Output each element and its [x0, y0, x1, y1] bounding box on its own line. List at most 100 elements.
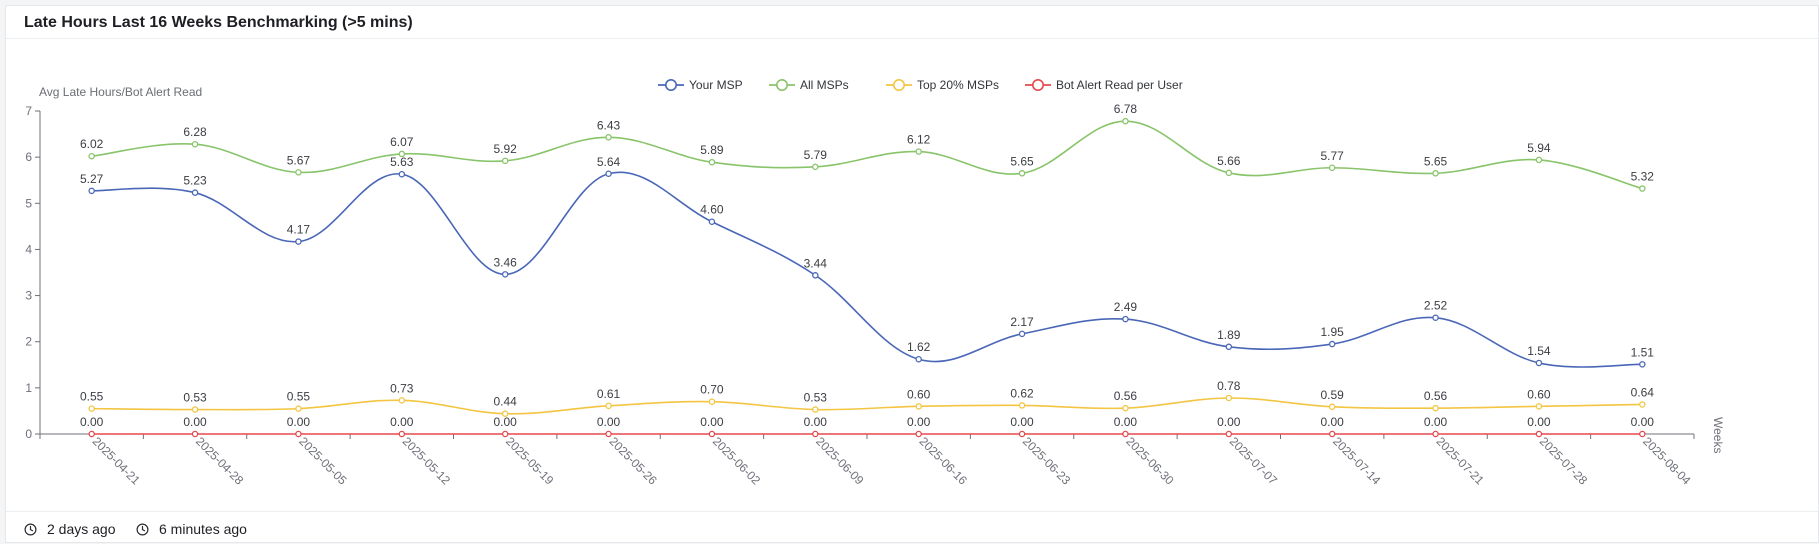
data-label: 0.00	[907, 415, 931, 429]
data-point	[88, 405, 95, 412]
footer-item-updated: 6 minutes ago	[136, 521, 247, 537]
legend-marker	[775, 78, 788, 91]
data-label: 6.28	[183, 125, 207, 139]
chart-area: Avg Late Hours/Bot Alert Read 0 1 2 3 4 5 6 7 202…	[6, 40, 1819, 510]
x-tick-label: 2025-04-21	[90, 434, 144, 488]
data-point	[1432, 404, 1439, 412]
data-point	[915, 148, 922, 155]
data-point	[812, 406, 819, 413]
data-label: 0.60	[907, 387, 931, 401]
data-point	[915, 430, 922, 438]
data-point	[398, 397, 406, 404]
footer-item-refresh: 2 days ago	[24, 521, 116, 537]
y-tick-label: 5	[25, 196, 32, 210]
data-point	[1639, 185, 1646, 192]
data-label: 5.63	[390, 155, 414, 169]
data-label: 0.00	[1114, 415, 1138, 429]
y-tick-label: 1	[25, 381, 32, 395]
data-label: 0.56	[1114, 389, 1138, 403]
card-header: Late Hours Last 16 Weeks Benchmarking (>…	[6, 6, 1818, 39]
data-point	[88, 152, 95, 160]
chart-card: Late Hours Last 16 Weeks Benchmarking (>…	[5, 5, 1819, 543]
data-label: 0.62	[1010, 386, 1034, 400]
x-tick-label: 2025-05-19	[503, 434, 557, 488]
legend-marker	[1032, 78, 1045, 91]
data-point	[1535, 430, 1543, 438]
series-line	[91, 397, 1643, 415]
data-point	[191, 189, 199, 196]
data-label: 0.00	[700, 415, 724, 429]
data-label: 5.65	[1424, 154, 1448, 168]
data-label: 0.55	[80, 390, 104, 404]
data-point	[398, 150, 406, 158]
legend-marker	[892, 78, 905, 91]
data-label: 1.95	[1321, 325, 1345, 339]
data-label: 2.17	[1010, 315, 1034, 329]
x-tick-label: 2025-07-07	[1227, 434, 1281, 488]
data-label: 0.44	[494, 395, 518, 409]
data-label: 5.23	[183, 174, 207, 188]
data-point	[191, 140, 199, 148]
data-point	[1639, 361, 1646, 368]
data-label: 4.17	[287, 223, 311, 237]
data-point	[1225, 343, 1233, 351]
data-point	[88, 187, 95, 195]
x-tick-label: 2025-06-23	[1020, 434, 1074, 488]
data-point	[1328, 430, 1336, 438]
data-point	[605, 430, 612, 438]
clock-icon	[136, 523, 149, 535]
y-axis-label: Avg Late Hours/Bot Alert Read	[39, 85, 202, 99]
data-label: 0.00	[1424, 415, 1448, 429]
data-point	[1535, 156, 1543, 164]
data-label: 5.94	[1527, 141, 1551, 155]
data-label: 5.64	[597, 155, 621, 169]
data-label: 1.62	[907, 340, 931, 354]
data-point	[88, 430, 95, 438]
data-label: 5.92	[494, 142, 518, 156]
data-label: 2.49	[1114, 300, 1138, 314]
data-label: 6.02	[80, 137, 104, 151]
data-point	[1225, 430, 1233, 438]
data-label: 0.55	[287, 390, 311, 404]
data-point	[1122, 117, 1129, 125]
x-axis-label: Weeks	[1711, 417, 1725, 453]
data-point	[1328, 340, 1336, 348]
data-label: 1.54	[1527, 344, 1551, 358]
data-label: 5.67	[287, 153, 311, 167]
x-tick-label: 2025-05-05	[296, 434, 350, 488]
data-point	[605, 402, 612, 410]
x-tick-label: 2025-06-09	[813, 434, 867, 488]
data-point	[501, 430, 509, 438]
data-point	[295, 169, 302, 176]
y-tick-label: 2	[25, 335, 32, 349]
data-point	[1535, 359, 1543, 367]
data-point	[812, 272, 819, 279]
data-label: 6.12	[907, 133, 931, 147]
data-point	[501, 271, 509, 278]
data-point	[1122, 404, 1129, 412]
data-label: 6.43	[597, 118, 621, 132]
data-label: 3.44	[804, 256, 828, 270]
clock-icon	[24, 523, 37, 535]
x-tick-label: 2025-05-26	[606, 434, 660, 488]
data-point	[708, 158, 716, 166]
data-label: 0.61	[597, 387, 621, 401]
x-tick-label: 2025-06-16	[917, 434, 971, 488]
data-point	[295, 430, 302, 438]
data-point	[191, 406, 199, 413]
data-point	[915, 355, 922, 363]
data-point	[501, 410, 509, 417]
x-tick-label: 2025-05-12	[400, 434, 454, 488]
data-label: 0.00	[1321, 415, 1345, 429]
data-label: 6.07	[390, 135, 414, 149]
data-label: 0.59	[1321, 388, 1345, 402]
data-label: 0.53	[183, 391, 207, 405]
data-point	[1018, 430, 1026, 438]
data-label: 3.46	[494, 255, 518, 269]
x-tick-label: 2025-06-02	[710, 434, 764, 488]
data-point	[1018, 402, 1026, 409]
data-point	[295, 238, 302, 245]
y-tick-label: 7	[25, 104, 32, 118]
data-point	[1432, 314, 1439, 321]
data-point	[1639, 401, 1646, 408]
